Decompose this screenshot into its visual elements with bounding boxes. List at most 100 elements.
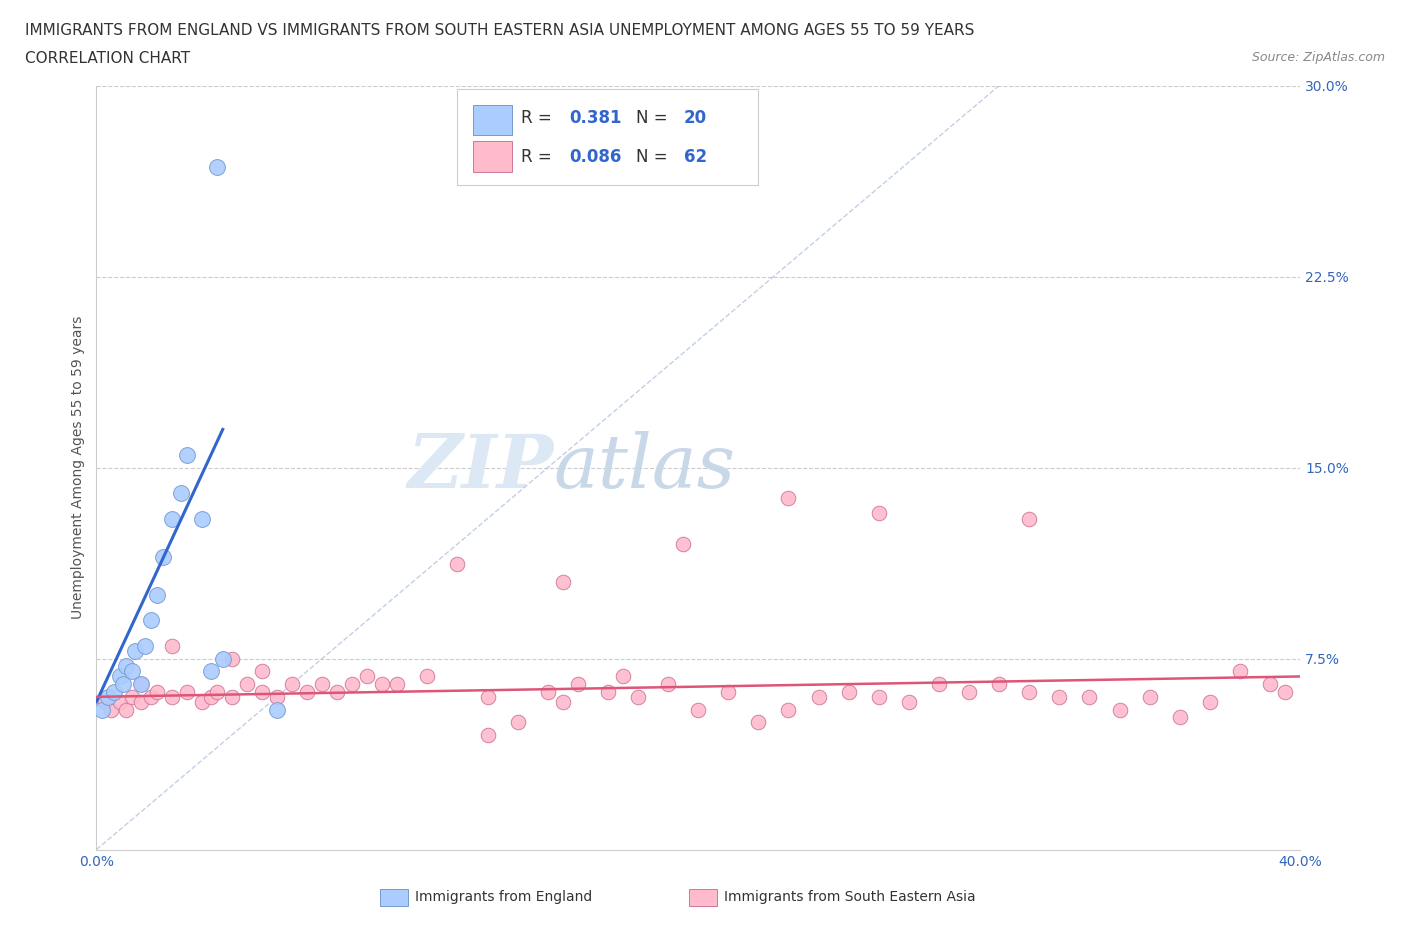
Text: atlas: atlas (554, 432, 735, 504)
Text: R =: R = (522, 148, 557, 166)
Point (551, 695, 574, 710)
Point (97, 689, 120, 704)
Point (1018, 512, 1040, 526)
FancyBboxPatch shape (457, 89, 758, 185)
Point (134, 639, 156, 654)
Text: CORRELATION CHART: CORRELATION CHART (25, 51, 190, 66)
Point (115, 702, 138, 717)
Point (1108, 702, 1130, 717)
Point (110, 669, 132, 684)
Point (176, 684, 198, 699)
Point (717, 684, 740, 699)
Point (928, 677, 950, 692)
Point (1168, 710, 1191, 724)
Point (672, 537, 695, 551)
Point (200, 689, 222, 704)
Point (145, 588, 167, 603)
Point (190, 695, 212, 710)
Point (988, 677, 1011, 692)
Text: Immigrants from England: Immigrants from England (415, 890, 592, 905)
Text: Source: ZipAtlas.com: Source: ZipAtlas.com (1251, 51, 1385, 64)
Point (340, 677, 363, 692)
Point (1047, 689, 1070, 704)
Text: 62: 62 (683, 148, 707, 166)
Point (110, 695, 132, 710)
Point (176, 447, 198, 462)
Point (131, 695, 153, 710)
Point (100, 702, 122, 717)
Point (506, 715, 529, 730)
Point (131, 677, 153, 692)
Point (103, 684, 125, 699)
Point (477, 727, 499, 742)
Point (152, 550, 174, 565)
Point (160, 512, 183, 526)
Text: N =: N = (636, 110, 672, 127)
Point (205, 160, 228, 175)
Point (200, 664, 222, 679)
Point (477, 689, 499, 704)
Point (124, 644, 146, 658)
Point (250, 664, 273, 679)
Point (112, 677, 135, 692)
Point (567, 677, 589, 692)
Point (371, 677, 394, 692)
FancyBboxPatch shape (474, 141, 512, 172)
Point (688, 702, 710, 717)
Point (139, 689, 162, 704)
Point (778, 491, 800, 506)
Point (1229, 664, 1251, 679)
Point (747, 715, 769, 730)
Point (551, 575, 574, 590)
Text: IMMIGRANTS FROM ENGLAND VS IMMIGRANTS FROM SOUTH EASTERN ASIA UNEMPLOYMENT AMONG: IMMIGRANTS FROM ENGLAND VS IMMIGRANTS FR… (25, 23, 974, 38)
Point (236, 677, 259, 692)
Point (121, 689, 143, 704)
Point (190, 512, 212, 526)
Point (416, 669, 439, 684)
Text: R =: R = (522, 110, 557, 127)
Point (356, 669, 378, 684)
Point (160, 689, 183, 704)
Point (221, 651, 243, 666)
Point (1018, 684, 1040, 699)
Text: 0.086: 0.086 (569, 148, 621, 166)
Point (838, 684, 860, 699)
Point (657, 677, 679, 692)
Point (612, 669, 634, 684)
Point (221, 689, 243, 704)
Point (446, 557, 468, 572)
Text: N =: N = (636, 148, 672, 166)
Point (266, 702, 288, 717)
Point (121, 664, 143, 679)
Point (205, 684, 228, 699)
Point (91, 702, 114, 717)
Point (627, 689, 650, 704)
Text: Immigrants from South Eastern Asia: Immigrants from South Eastern Asia (724, 890, 976, 905)
Point (295, 684, 318, 699)
Point (160, 639, 183, 654)
Point (266, 689, 288, 704)
Point (596, 684, 619, 699)
Point (145, 684, 167, 699)
Point (957, 684, 980, 699)
Point (131, 677, 153, 692)
Point (281, 677, 304, 692)
Point (94, 695, 117, 710)
Point (169, 485, 191, 500)
Point (897, 695, 920, 710)
Point (311, 677, 333, 692)
Point (807, 689, 830, 704)
Point (139, 613, 162, 628)
Y-axis label: Unemployment Among Ages 55 to 59 years: Unemployment Among Ages 55 to 59 years (72, 316, 86, 619)
Text: ZIP: ZIP (408, 432, 554, 504)
Point (1078, 689, 1101, 704)
Point (1258, 677, 1281, 692)
Text: 0.381: 0.381 (569, 110, 621, 127)
Point (387, 677, 409, 692)
Point (537, 684, 560, 699)
FancyBboxPatch shape (474, 105, 512, 135)
Point (250, 684, 273, 699)
Point (1198, 695, 1220, 710)
Point (326, 684, 349, 699)
Text: 20: 20 (683, 110, 707, 127)
